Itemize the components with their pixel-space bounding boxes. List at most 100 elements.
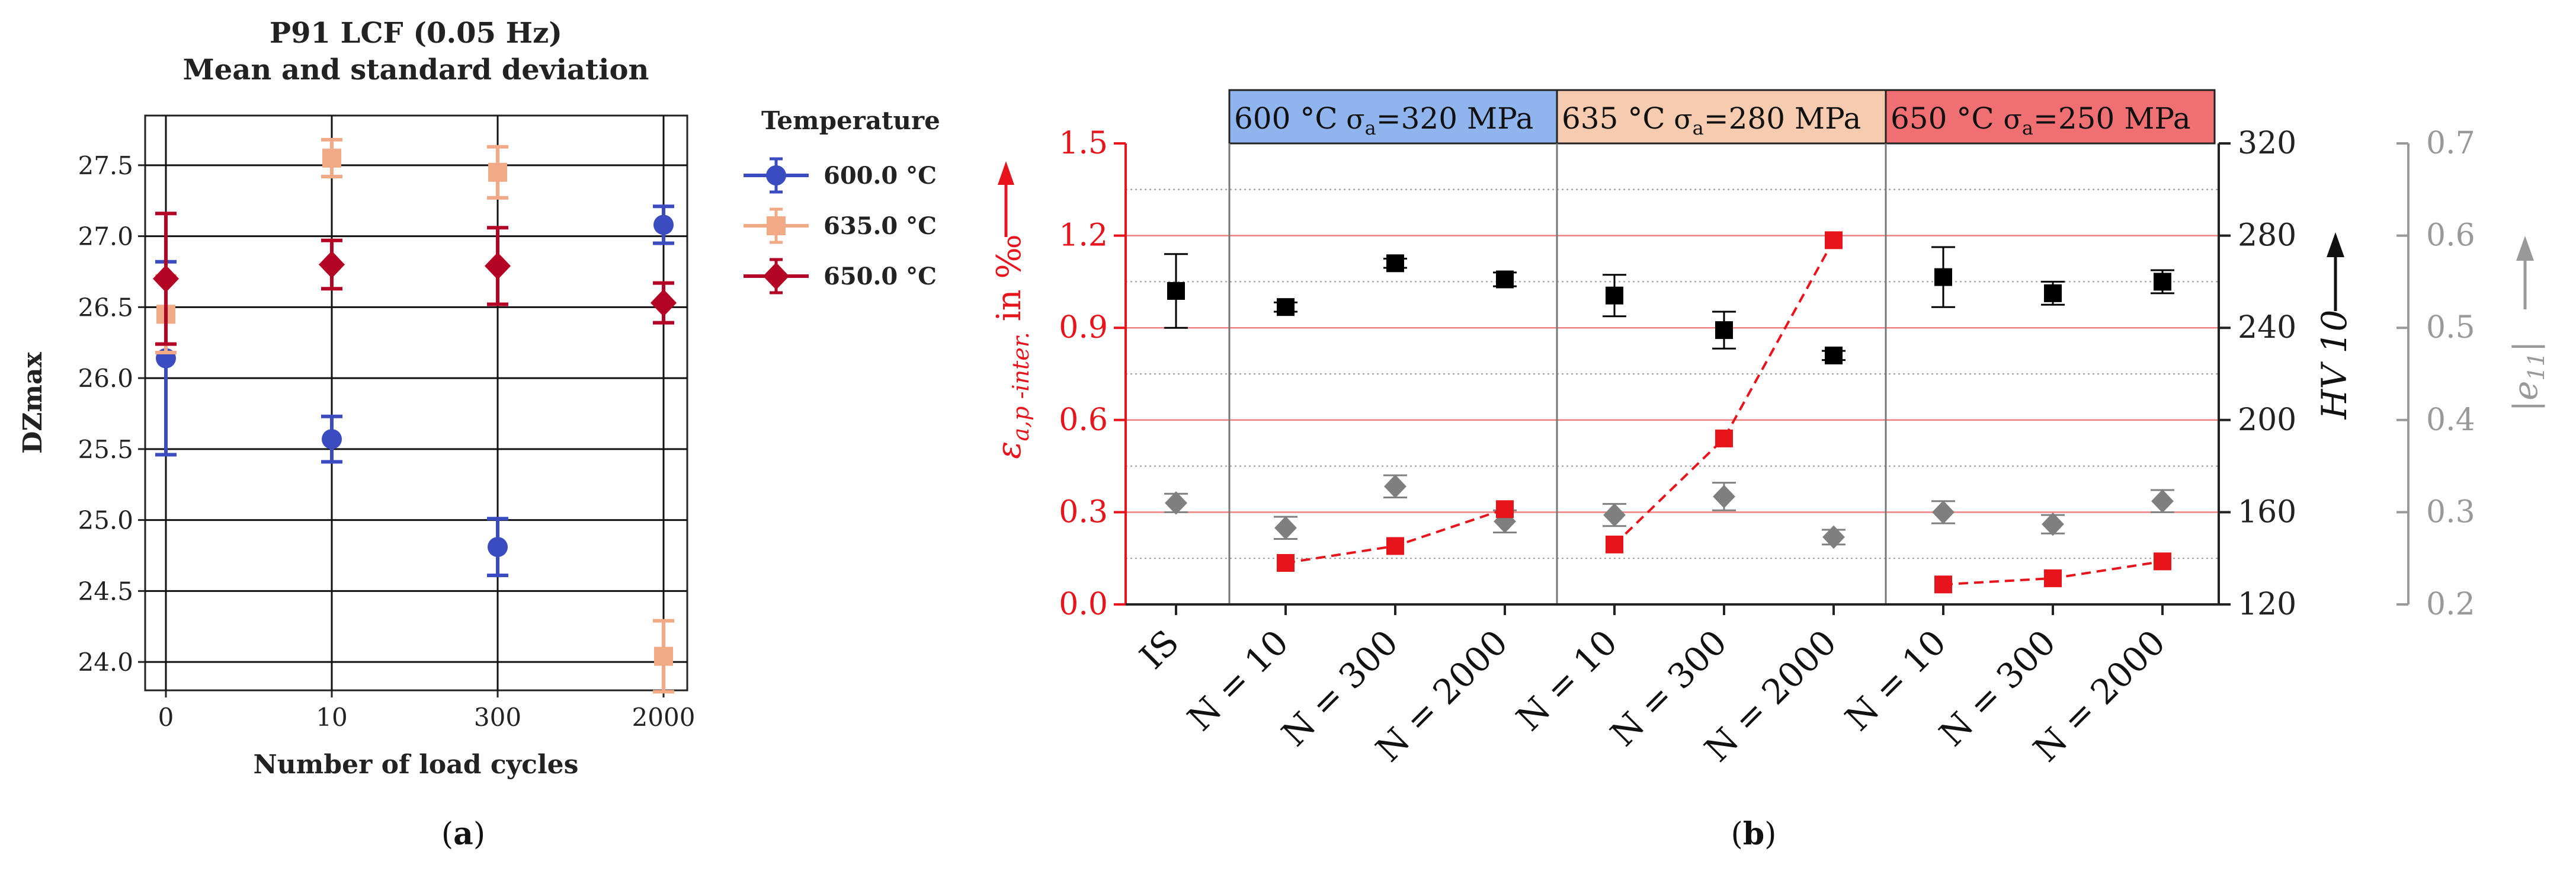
data-point: [1496, 270, 1514, 289]
data-point: [1932, 500, 1955, 524]
label-part: ε: [990, 441, 1029, 459]
y-tick-label: 26.0: [78, 364, 133, 393]
data-point: [1715, 321, 1733, 340]
data-point: [2044, 284, 2062, 302]
left-tick-label: 1.2: [1059, 218, 1108, 254]
label-part: a: [453, 816, 473, 852]
chart-title: Mean and standard deviation: [183, 53, 649, 87]
y-tick-label: 26.5: [78, 293, 133, 322]
y-tick-label: 27.0: [78, 222, 133, 251]
data-point: [322, 429, 342, 450]
y-tick-label: 24.5: [78, 577, 133, 606]
data-point: [1386, 254, 1404, 273]
data-point: [322, 148, 341, 168]
x-axis-label: Number of load cycles: [254, 750, 579, 780]
label-part: 635 °C: [1562, 101, 1665, 136]
label-part: =320 MPa: [1376, 101, 1534, 136]
data-point: [2044, 569, 2062, 587]
data-point: [1606, 535, 1623, 553]
right-axis-2-arrowhead: [2516, 236, 2534, 261]
label-part: a: [2022, 117, 2033, 139]
data-point: [1496, 500, 1514, 518]
label-part: in ‰: [990, 234, 1029, 332]
left-axis-arrowhead: [998, 161, 1014, 185]
data-point: [488, 162, 507, 182]
x-tick-label: 0: [158, 703, 174, 732]
label-part: σ: [1338, 103, 1365, 135]
y-tick-label: 25.5: [78, 435, 133, 464]
right-axis-1-label: HV 10: [2314, 310, 2354, 420]
plot-area: [144, 114, 688, 692]
right-tick-label: 240: [2238, 310, 2296, 345]
data-point: [650, 289, 677, 317]
data-point: [2154, 552, 2171, 571]
data-point: [152, 265, 180, 293]
series-0: [1164, 246, 2174, 364]
panel-b-chart: 600 °C σa=320 MPa 635 °C σa=280 MPa 650 °C…: [990, 89, 2549, 852]
right-tick-label: 200: [2238, 402, 2296, 438]
data-point: [1167, 281, 1185, 300]
data-point: [1384, 475, 1406, 498]
series-2: [1277, 231, 2171, 594]
label-part: ): [473, 817, 485, 852]
right-2-tick-label: 0.5: [2426, 310, 2475, 345]
data-point: [1934, 575, 1952, 594]
data-point: [1934, 268, 1952, 286]
legend-marker: [767, 216, 786, 235]
right-axis-1-arrowhead: [2327, 232, 2344, 257]
data-point: [1277, 553, 1295, 572]
left-tick-label: 0.3: [1059, 494, 1108, 530]
data-point: [2151, 489, 2174, 513]
left-tick-label: 0.9: [1059, 310, 1108, 345]
group-header-box: [1556, 89, 1887, 145]
right-tick-label: 320: [2238, 126, 2296, 161]
label-part: a: [1693, 117, 1704, 139]
x-tick-label: 300: [474, 703, 521, 732]
data-point: [2042, 512, 2064, 536]
left-tick-label: 1.5: [1059, 126, 1108, 161]
y-tick-label: 25.0: [78, 506, 133, 535]
group-header: 650 °C σa=250 MPa: [1885, 89, 2216, 145]
data-point: [1606, 286, 1623, 305]
group-header-label: 600 °C σa=320 MPa: [1234, 101, 1533, 139]
legend-label: 600.0 °C: [824, 162, 937, 190]
y-tick-label: 24.0: [78, 648, 133, 677]
label-part: (: [441, 817, 453, 852]
x-tick-label: 10: [316, 703, 347, 732]
data-point: [1603, 503, 1626, 527]
data-point: [488, 537, 508, 558]
data-point: [1822, 525, 1845, 549]
right-tick-label: 120: [2238, 587, 2296, 622]
data-point: [1825, 231, 1843, 249]
data-point: [2154, 273, 2171, 291]
right-axis-2-label: |e11|: [2507, 341, 2549, 411]
right-2-tick-label: 0.2: [2426, 587, 2475, 622]
group-header: 635 °C σa=280 MPa: [1556, 89, 1887, 145]
label-part: a,p -inter.: [1008, 332, 1034, 441]
right-2-tick-label: 0.3: [2426, 494, 2475, 530]
panel-a-chart: P91 LCF (0.05 Hz)Mean and standard devia…: [18, 17, 940, 852]
label-part: b: [1743, 816, 1764, 852]
legend-marker: [762, 262, 790, 290]
label-part: =280 MPa: [1704, 101, 1861, 136]
left-axis-label: εa,p -inter. in ‰: [990, 234, 1034, 459]
label-part: =250 MPa: [2033, 101, 2191, 136]
data-point: [1274, 516, 1297, 540]
data-point: [653, 215, 674, 235]
right-tick-label: 280: [2238, 218, 2296, 254]
right-2-tick-label: 0.6: [2426, 218, 2475, 254]
group-header-label: 635 °C σa=280 MPa: [1562, 101, 1861, 139]
data-point: [1713, 485, 1735, 508]
group-header-box: [1885, 89, 2216, 145]
right-2-tick-label: 0.4: [2426, 402, 2475, 438]
x-tick-label: IS: [1132, 622, 1187, 677]
y-tick-label: 27.5: [78, 151, 133, 180]
legend-label: 635.0 °C: [824, 212, 937, 240]
group-header: 600 °C σa=320 MPa: [1228, 89, 1558, 145]
group-header-label: 650 °C σa=250 MPa: [1891, 101, 2191, 139]
trend-line: [1613, 239, 1835, 546]
label-part: |e: [2507, 381, 2545, 412]
label-part: σ: [2003, 103, 2021, 135]
data-point: [318, 251, 345, 279]
label-part: ): [1764, 817, 1776, 852]
